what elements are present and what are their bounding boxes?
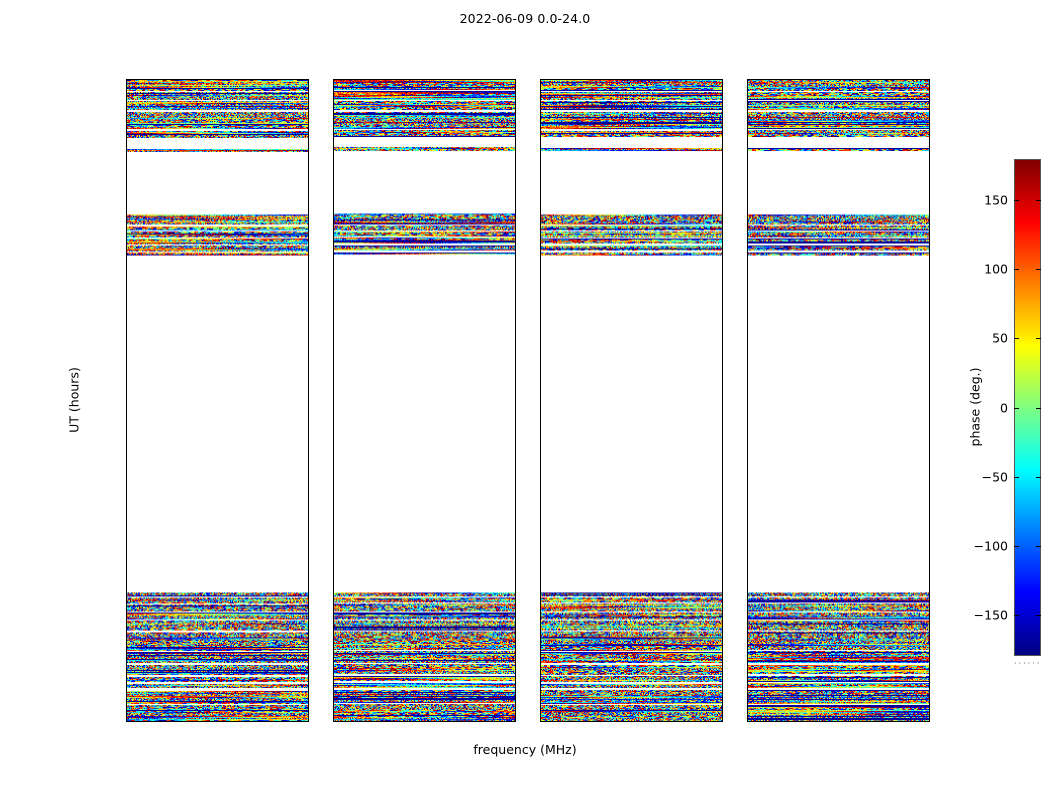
x-tick-mark xyxy=(549,721,550,722)
colorbar[interactable]: 150 100 50 0 −50 −100 −150 xyxy=(974,159,1041,656)
colorbar-tick-mark xyxy=(1014,545,1019,547)
y-tick-mark xyxy=(515,589,516,590)
waterfall-image xyxy=(748,80,929,721)
x-tick-mark xyxy=(384,721,385,722)
colorbar-tick-mark xyxy=(1036,407,1041,409)
colorbar-tick-mark xyxy=(1014,200,1019,202)
colorbar-tick-mark xyxy=(1014,476,1019,478)
y-tick-mark xyxy=(308,321,309,322)
colorbar-tick-label: 0 xyxy=(1000,400,1008,415)
waterfall-image xyxy=(334,80,515,721)
x-tick-mark xyxy=(342,721,343,722)
plot-panel-xy[interactable]: XY, V7*V16=EA24*EA1505101520320335350365… xyxy=(540,79,723,722)
colorbar-tick-label: 150 xyxy=(984,192,1008,208)
x-tick-mark xyxy=(177,721,178,722)
colorbar-tick-label: 50 xyxy=(992,330,1008,346)
x-tick-mark xyxy=(881,721,882,722)
y-tick-mark xyxy=(929,589,930,590)
y-tick-mark xyxy=(722,589,723,590)
y-tick-mark xyxy=(722,187,723,188)
x-tick-mark xyxy=(467,721,468,722)
colorbar-tick-label: −100 xyxy=(973,538,1008,554)
y-tick-mark xyxy=(308,455,309,456)
x-tick-mark xyxy=(509,721,510,722)
figure-suptitle: 2022-06-09 0.0-24.0 xyxy=(459,11,591,26)
colorbar-tick-mark xyxy=(1014,269,1019,271)
colorbar-tick-label: −50 xyxy=(981,469,1008,485)
y-tick-mark xyxy=(929,187,930,188)
colorbar-tick-mark xyxy=(1036,269,1041,271)
y-tick-mark xyxy=(308,187,309,188)
x-tick-mark xyxy=(260,721,261,722)
x-tick-mark xyxy=(302,721,303,722)
colorbar-tick-label: 100 xyxy=(984,261,1008,277)
y-tick-mark xyxy=(515,455,516,456)
colorbar-tick-mark xyxy=(1014,338,1019,340)
x-tick-mark xyxy=(219,721,220,722)
colorbar-tick-mark xyxy=(1014,407,1019,409)
x-tick-mark xyxy=(716,721,717,722)
colorbar-under-marker: ······ xyxy=(1014,659,1041,664)
y-axis-label: UT (hours) xyxy=(66,367,82,433)
colorbar-tick-mark xyxy=(1036,200,1041,202)
y-tick-mark xyxy=(929,455,930,456)
x-tick-mark xyxy=(674,721,675,722)
plot-panel-yy[interactable]: YY, V7*V16=EA24*EA1505101520320335350365… xyxy=(333,79,516,722)
x-tick-mark xyxy=(798,721,799,722)
x-axis-label: frequency (MHz) xyxy=(473,742,577,757)
y-tick-mark xyxy=(722,321,723,322)
colorbar-tick-mark xyxy=(1036,476,1041,478)
colorbar-tick-mark xyxy=(1036,545,1041,547)
x-tick-mark xyxy=(756,721,757,722)
colorbar-tick-mark xyxy=(1036,614,1041,616)
y-tick-mark xyxy=(515,187,516,188)
y-tick-mark xyxy=(515,321,516,322)
y-tick-mark xyxy=(929,321,930,322)
colorbar-label: phase (deg.) xyxy=(967,367,983,447)
colorbar-tick-mark xyxy=(1036,338,1041,340)
waterfall-image xyxy=(127,80,308,721)
x-tick-mark xyxy=(840,721,841,722)
x-tick-mark xyxy=(426,721,427,722)
x-tick-mark xyxy=(591,721,592,722)
plot-panel-xx[interactable]: XX, V7*V16=EA24*EA1505101520320335350365… xyxy=(126,79,309,722)
colorbar-tick-label: −150 xyxy=(973,607,1008,623)
x-tick-mark xyxy=(923,721,924,722)
colorbar-tick-mark xyxy=(1014,614,1019,616)
y-tick-mark xyxy=(722,455,723,456)
plot-panel-yx[interactable]: YX, V7*V16=EA24*EA1505101520320335350365… xyxy=(747,79,930,722)
waterfall-image xyxy=(541,80,722,721)
y-tick-mark xyxy=(308,589,309,590)
x-tick-mark xyxy=(135,721,136,722)
x-tick-mark xyxy=(633,721,634,722)
